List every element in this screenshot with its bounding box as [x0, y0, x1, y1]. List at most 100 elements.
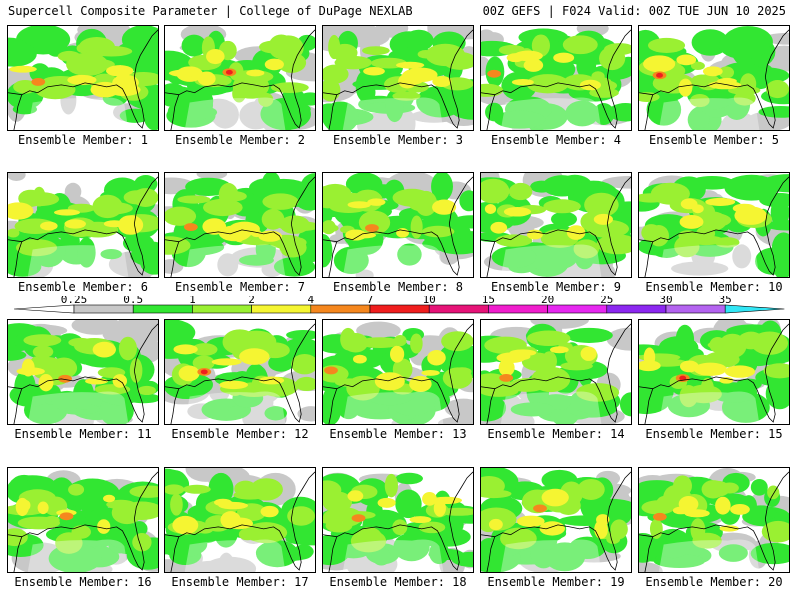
scp-field: [639, 26, 789, 130]
coastline: [323, 176, 473, 276]
member-label-17: Ensemble Member: 17: [171, 575, 309, 589]
scp-contours: [165, 173, 315, 277]
gulf-area: [658, 391, 760, 424]
scp-contours: [323, 173, 473, 277]
gulf-area: [27, 97, 129, 130]
scp-contours: [323, 321, 473, 424]
legend-tick-label: 0.5: [123, 296, 143, 306]
color-legend: 0.25 0.5 1 2 4 7 10 15 20 25 30 35: [13, 296, 785, 314]
coastline-west: [644, 536, 654, 572]
member-map-1: [7, 25, 159, 131]
legend-swatch-9: [606, 304, 667, 314]
coastline-west: [644, 94, 654, 130]
scp-field: [481, 26, 631, 130]
member-map-5: [638, 25, 790, 131]
legend-tick-label: 30: [659, 296, 672, 306]
scp-field: [323, 173, 473, 277]
scp-field: [481, 173, 631, 277]
member-map-20: [638, 467, 790, 573]
coastline: [165, 323, 315, 423]
coastline-west: [644, 388, 654, 424]
coastline: [165, 29, 315, 129]
gulf-area: [500, 97, 602, 130]
coastline-west: [170, 536, 180, 572]
coastline: [481, 323, 631, 423]
legend-swatch-2: [192, 304, 252, 314]
coastline: [8, 323, 158, 423]
scp-contours: [639, 320, 789, 423]
gulf-area: [184, 244, 286, 277]
scp-contours: [323, 472, 473, 572]
legend-swatch-7: [488, 304, 548, 314]
scp-contours: [8, 470, 158, 572]
coastline: [8, 29, 158, 129]
gulf-area: [500, 391, 602, 424]
member-label-14: Ensemble Member: 14: [487, 427, 625, 441]
scp-contours: [639, 174, 789, 277]
legend-tick-label: 2: [248, 296, 255, 306]
scp-contours: [8, 173, 158, 277]
coastline: [639, 29, 789, 129]
member-map-17: [164, 467, 316, 573]
member-label-13: Ensemble Member: 13: [329, 427, 467, 441]
scp-field: [165, 320, 315, 424]
member-map-6: [7, 172, 159, 278]
coastline-west: [328, 94, 338, 130]
member-map-15: [638, 319, 790, 425]
legend-tick-label: 15: [482, 296, 495, 306]
coastline-west: [486, 241, 496, 277]
legend-swatch-3: [251, 304, 312, 314]
scp-contours: [481, 26, 631, 130]
member-label-12: Ensemble Member: 12: [171, 427, 309, 441]
coastline: [639, 176, 789, 276]
gulf-area: [342, 244, 444, 277]
coastline: [323, 29, 473, 129]
member-map-19: [480, 467, 632, 573]
gulf-area: [500, 244, 602, 277]
coastline: [8, 176, 158, 276]
gulf-area: [27, 539, 129, 572]
member-label-2: Ensemble Member: 2: [174, 133, 306, 147]
legend-tick-label: 1: [189, 296, 196, 306]
page-title: Supercell Composite Parameter | College …: [8, 4, 413, 18]
gulf-area: [27, 391, 129, 424]
coastline: [481, 29, 631, 129]
scp-contours: [639, 26, 789, 130]
coastline-west: [170, 388, 180, 424]
member-map-13: [322, 319, 474, 425]
coastline: [8, 471, 158, 571]
member-map-11: [7, 319, 159, 425]
member-map-2: [164, 25, 316, 131]
legend-tick-label: 7: [367, 296, 374, 306]
member-map-4: [480, 25, 632, 131]
legend-swatch-0: [73, 304, 134, 314]
gulf-area: [342, 539, 444, 572]
scp-field: [8, 173, 158, 277]
member-label-16: Ensemble Member: 16: [14, 575, 152, 589]
scp-contours: [8, 320, 158, 424]
member-label-5: Ensemble Member: 5: [648, 133, 780, 147]
scp-contours: [323, 26, 473, 130]
scp-field: [165, 468, 315, 572]
gulf-area: [342, 97, 444, 130]
scp-field: [8, 26, 158, 130]
member-map-8: [322, 172, 474, 278]
scp-field: [481, 468, 631, 572]
coastline-west: [170, 94, 180, 130]
coastline-west: [170, 241, 180, 277]
coastline: [323, 471, 473, 571]
legend-tick-label: 0.25: [61, 296, 88, 306]
member-label-4: Ensemble Member: 4: [490, 133, 622, 147]
legend-swatch-6: [428, 304, 489, 314]
member-label-11: Ensemble Member: 11: [14, 427, 152, 441]
coastline-west: [13, 241, 23, 277]
scp-field: [323, 471, 473, 572]
scp-field: [323, 26, 473, 130]
legend-swatch-5: [369, 304, 430, 314]
scp-contours: [639, 468, 789, 572]
gulf-area: [658, 97, 760, 130]
member-label-18: Ensemble Member: 18: [329, 575, 467, 589]
legend-high-arrow: [724, 304, 785, 314]
scp-field: [165, 173, 315, 277]
scp-field: [165, 26, 315, 130]
